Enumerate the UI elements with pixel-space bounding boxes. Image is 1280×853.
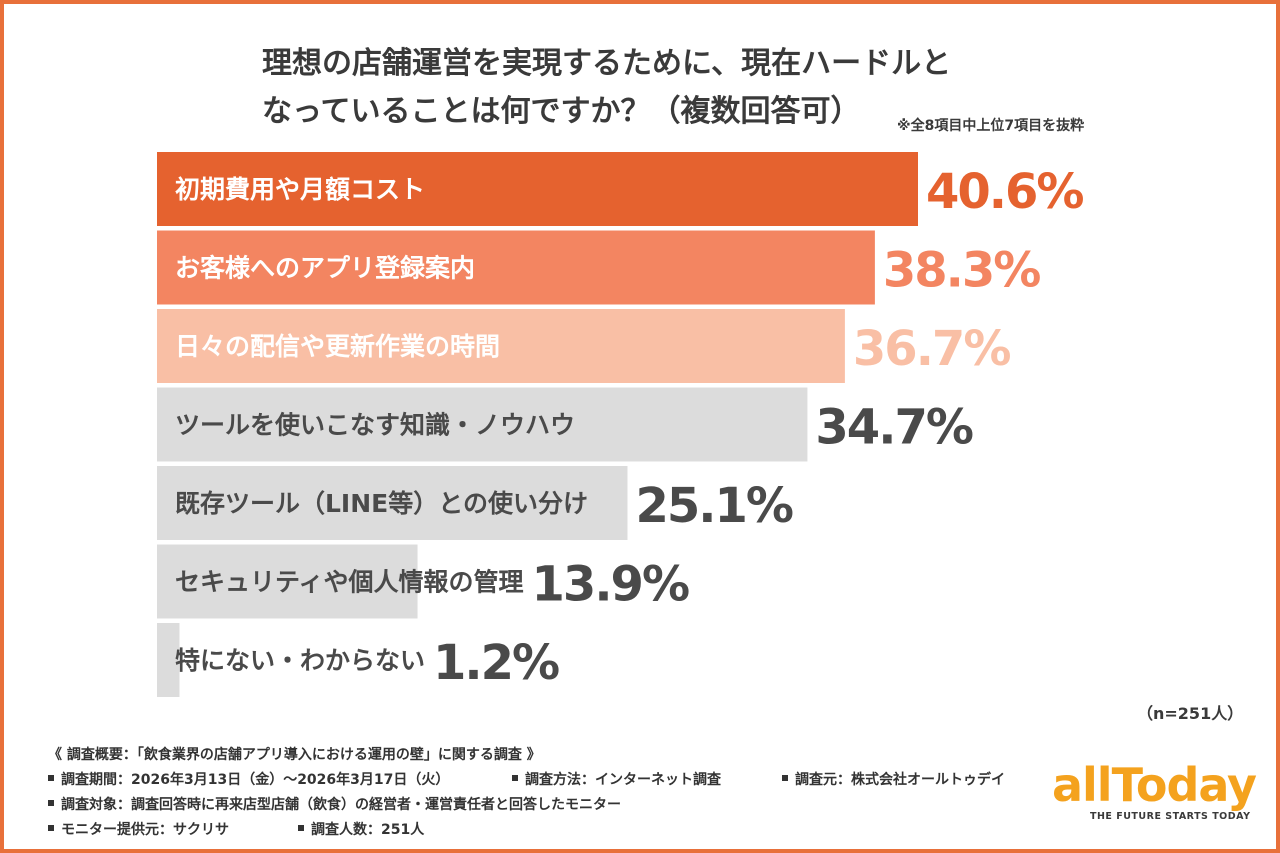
bar-label-1: 初期費用や月額コスト bbox=[175, 175, 425, 204]
title-line-2: なっていることは何ですか？（複数回答可） bbox=[262, 94, 861, 129]
bullet-icon bbox=[298, 825, 304, 831]
bar-label-6: セキュリティや個人情報の管理 bbox=[175, 568, 524, 597]
bar-label-7: 特にない・わからない bbox=[175, 646, 425, 675]
value-label-1: 40.6% bbox=[926, 164, 1083, 220]
value-label-3: 36.7% bbox=[853, 321, 1010, 377]
bar-1 bbox=[157, 152, 918, 226]
value-label-6: 13.9% bbox=[532, 557, 689, 613]
survey-target: 調査対象：調査回答時に再来店型店舗（飲食）の経営者・運営責任者と回答したモニター bbox=[61, 797, 621, 813]
survey-heading: 《 調査概要：「飲食業界の店舗アプリ導入における運用の壁」に関する調査 》 bbox=[48, 747, 541, 763]
bar-label-3: 日々の配信や更新作業の時間 bbox=[175, 332, 500, 361]
survey-method: 調査方法：インターネット調査 bbox=[525, 772, 721, 788]
monitor-provider: モニター提供元：サクリサ bbox=[61, 822, 229, 838]
survey-summary: 《 調査概要：「飲食業界の店舗アプリ導入における運用の壁」に関する調査 》 調査… bbox=[48, 743, 1005, 843]
bar-3 bbox=[157, 309, 845, 383]
logo-tagline: THE FUTURE STARTS TODAY bbox=[1090, 811, 1251, 822]
value-label-5: 25.1% bbox=[635, 478, 792, 534]
bullet-icon bbox=[782, 775, 788, 781]
bullet-icon bbox=[48, 775, 54, 781]
bar-7 bbox=[157, 623, 180, 697]
bar-4 bbox=[157, 387, 808, 462]
chart-title: 理想の店舗運営を実現するために、現在ハードルと なっていることは何ですか？（複数… bbox=[262, 40, 951, 136]
bar-label-2: お客様へのアプリ登録案内 bbox=[175, 254, 475, 283]
bullet-icon bbox=[48, 800, 54, 806]
value-label-7: 1.2% bbox=[433, 635, 559, 691]
survey-source: 調査元：株式会社オールトゥデイ bbox=[795, 772, 1005, 788]
bar-chart: 初期費用や月額コスト 40.6% お客様へのアプリ登録案内 38.3% 日々の配信や更新… bbox=[157, 152, 1085, 697]
bullet-icon bbox=[512, 775, 518, 781]
bar-5 bbox=[157, 466, 628, 540]
logo-wordmark: allToday bbox=[1052, 758, 1257, 812]
bar-label-5: 既存ツール（LINE等）との使い分け bbox=[175, 489, 588, 518]
bullet-icon bbox=[48, 825, 54, 831]
sample-size: （n=251人） bbox=[1137, 704, 1244, 723]
survey-period: 調査期間：2026年3月13日（金）〜2026年3月17日（火） bbox=[61, 772, 450, 788]
value-label-4: 34.7% bbox=[815, 400, 972, 456]
bar-label-4: ツールを使いこなす知識・ノウハウ bbox=[175, 411, 575, 440]
bar-6 bbox=[157, 544, 418, 619]
selection-note: ※全8項目中上位7項目を抜粋 bbox=[897, 118, 1085, 134]
bar-2 bbox=[157, 230, 875, 305]
value-label-2: 38.3% bbox=[883, 243, 1040, 299]
alltoday-logo: allToday THE FUTURE STARTS TODAY bbox=[1052, 762, 1262, 822]
title-line-1: 理想の店舗運営を実現するために、現在ハードルと bbox=[262, 46, 952, 81]
survey-count: 調査人数：251人 bbox=[311, 822, 425, 838]
